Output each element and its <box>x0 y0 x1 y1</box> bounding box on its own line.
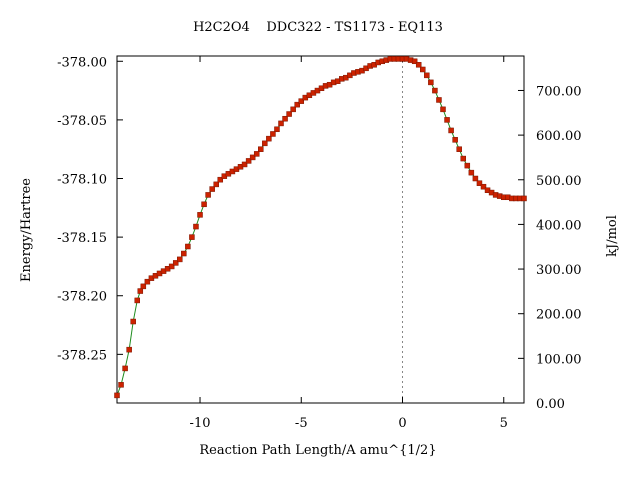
data-point <box>448 127 454 134</box>
x-axis-label: Reaction Path Length/A amu^{1/2} <box>199 443 436 458</box>
y-tick-label: -378.00 <box>57 55 107 70</box>
data-point <box>172 260 179 266</box>
x-tick-label: -5 <box>295 416 308 431</box>
y2-tick-label: 200.00 <box>536 308 582 323</box>
data-point <box>140 283 147 290</box>
data-point <box>274 126 280 133</box>
data-point <box>298 98 305 104</box>
data-point <box>249 154 256 161</box>
data-point <box>137 288 144 294</box>
data-point <box>420 66 426 73</box>
data-point <box>468 169 475 176</box>
y-axis-right: 0.00 100.00 200.00 300.00 400.00 500.00 600.00… <box>518 84 582 412</box>
data-point <box>181 250 187 257</box>
data-point <box>278 120 284 127</box>
data-point <box>185 243 191 250</box>
data-point <box>436 97 442 103</box>
data-point <box>241 161 248 168</box>
y2-axis-label: kJ/mol <box>605 215 620 257</box>
data-point <box>122 365 128 372</box>
series-line <box>116 58 524 396</box>
y-tick-label: -378.05 <box>57 114 107 129</box>
data-point <box>114 392 120 399</box>
y-tick-label: -378.25 <box>57 348 107 363</box>
data-point <box>189 234 195 240</box>
y-tick-label: -378.20 <box>57 290 107 305</box>
data-point <box>168 263 175 270</box>
data-point <box>411 58 418 65</box>
data-point <box>460 155 466 162</box>
data-point <box>282 115 288 122</box>
data-point <box>209 186 215 192</box>
data-point <box>197 212 203 218</box>
data-point <box>476 180 483 186</box>
x-axis: -10 -5 0 5 <box>190 56 508 431</box>
data-point <box>126 346 132 353</box>
data-point <box>258 146 264 152</box>
data-point <box>134 297 140 304</box>
data-point <box>213 181 219 188</box>
y2-tick-label: 0.00 <box>536 397 565 412</box>
data-point <box>144 278 151 285</box>
data-point <box>415 62 422 68</box>
data-point <box>270 131 276 137</box>
chart-title: H2C2O4 DDC322 - TS1173 - EQ113 <box>193 20 443 35</box>
data-point <box>130 318 136 325</box>
data-point <box>217 176 224 183</box>
data-point <box>266 135 272 142</box>
y-tick-label: -378.15 <box>57 231 107 246</box>
data-point <box>205 192 211 198</box>
y-axis-label: Energy/Hartree <box>19 178 34 282</box>
data-point <box>262 140 268 147</box>
data-point <box>294 101 300 108</box>
data-point <box>428 79 434 86</box>
y2-tick-label: 600.00 <box>536 129 582 144</box>
data-point <box>472 175 479 182</box>
y2-tick-label: 700.00 <box>536 84 582 99</box>
y2-tick-label: 100.00 <box>536 352 582 367</box>
data-point <box>444 117 450 123</box>
y2-tick-label: 500.00 <box>536 174 582 189</box>
data-point <box>177 256 183 263</box>
data-point <box>432 87 438 94</box>
plot-border <box>116 55 525 404</box>
data-point <box>424 72 430 79</box>
data-point <box>521 195 527 202</box>
data-point <box>118 382 124 388</box>
data-point <box>452 137 458 143</box>
data-point <box>253 151 260 157</box>
x-tick-label: -10 <box>190 416 211 431</box>
y2-tick-label: 300.00 <box>536 263 582 278</box>
data-point <box>440 106 446 113</box>
plot-area <box>116 55 525 404</box>
y-axis-left: -378.00 -378.05 -378.10 -378.15 -378.20 -378.… <box>57 55 123 363</box>
data-point <box>193 223 199 230</box>
data-point <box>464 162 471 169</box>
y-tick-label: -378.10 <box>57 173 107 188</box>
y2-tick-label: 400.00 <box>536 218 582 233</box>
series-energy-profile <box>114 56 527 399</box>
data-point <box>286 111 292 117</box>
data-point <box>290 106 296 113</box>
data-point <box>480 183 487 190</box>
data-point <box>201 201 207 208</box>
data-point <box>245 158 252 164</box>
data-point <box>456 146 462 152</box>
x-tick-label: 5 <box>500 416 508 431</box>
x-tick-label: 0 <box>398 416 406 431</box>
